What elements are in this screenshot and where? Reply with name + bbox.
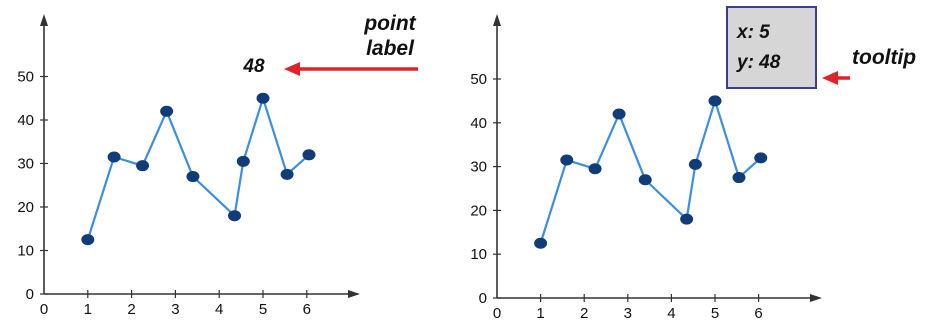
data-point[interactable] — [560, 154, 574, 166]
data-point[interactable] — [160, 105, 174, 117]
x-tick-label: 1 — [536, 305, 544, 322]
y-tick-label: 40 — [17, 112, 34, 129]
tooltip-y-text: y: 48 — [736, 52, 781, 73]
y-tick-label: 20 — [470, 202, 487, 219]
annotation-text-line-2: label — [366, 37, 415, 60]
x-tick-label: 3 — [624, 305, 632, 322]
data-point[interactable] — [302, 149, 316, 161]
data-point[interactable] — [107, 151, 121, 163]
series-line — [539, 99, 762, 244]
y-tick-label: 10 — [470, 246, 487, 263]
tooltip-x-text: x: 5 — [736, 22, 770, 43]
x-tick-label: 2 — [127, 301, 135, 318]
y-tick-label: 50 — [17, 69, 34, 86]
data-point[interactable] — [534, 237, 548, 249]
annotation-arrowhead — [822, 71, 838, 85]
y-tick-label: 50 — [470, 71, 487, 88]
x-tick-label: 4 — [667, 305, 675, 322]
x-tick-label: 1 — [84, 301, 92, 318]
x-tick-label: 0 — [40, 301, 48, 318]
y-axis-arrowhead — [40, 14, 48, 26]
y-tick-label: 0 — [479, 290, 487, 307]
x-tick-label: 2 — [580, 305, 588, 322]
x-tick-label: 0 — [493, 305, 501, 322]
data-point[interactable] — [708, 95, 722, 107]
annotation-text: tooltip — [852, 46, 916, 69]
tooltip-box — [726, 6, 817, 89]
x-tick-label: 4 — [215, 301, 223, 318]
data-point[interactable] — [256, 92, 270, 104]
y-tick-label: 10 — [17, 243, 34, 260]
data-point[interactable] — [280, 168, 294, 180]
x-tick-label: 5 — [711, 305, 719, 322]
chart-2: 0 1 2 3 4 5 6 0 10 20 30 40 50 x: 5 y: 48 tooltip — [470, 6, 916, 322]
data-point[interactable] — [228, 210, 242, 222]
data-point[interactable] — [186, 171, 200, 183]
data-point[interactable] — [680, 213, 694, 225]
y-tick-label: 30 — [470, 159, 487, 176]
data-point[interactable] — [754, 152, 768, 164]
x-tick-label: 6 — [303, 301, 311, 318]
data-point[interactable] — [81, 234, 95, 246]
x-tick-label: 6 — [754, 305, 762, 322]
data-point[interactable] — [732, 172, 746, 184]
y-axis-arrowhead — [493, 14, 501, 26]
x-tick-label: 5 — [259, 301, 267, 318]
x-axis-arrowhead — [810, 294, 822, 302]
data-point[interactable] — [236, 155, 250, 167]
annotation-arrowhead — [284, 62, 300, 76]
series-line — [86, 97, 310, 240]
data-point[interactable] — [612, 108, 626, 120]
data-point[interactable] — [688, 158, 702, 170]
data-point[interactable] — [638, 174, 652, 186]
point-label: 48 — [242, 56, 265, 77]
data-point[interactable] — [588, 163, 602, 175]
x-tick-label: 3 — [171, 301, 179, 318]
y-tick-label: 0 — [26, 286, 34, 303]
data-point[interactable] — [136, 160, 150, 172]
y-tick-label: 40 — [470, 115, 487, 132]
y-tick-label: 30 — [17, 156, 34, 173]
x-axis-arrowhead — [348, 290, 360, 298]
annotation-text-line-1: point — [363, 12, 416, 35]
y-tick-label: 20 — [17, 199, 34, 216]
